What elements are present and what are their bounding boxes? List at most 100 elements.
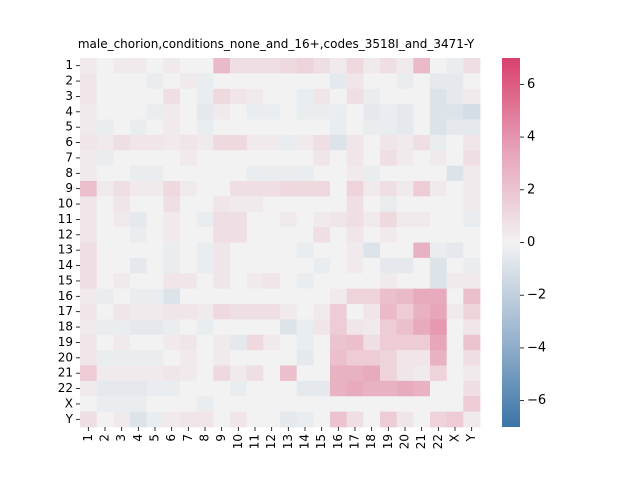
heatmap-cell — [113, 304, 131, 320]
heatmap-cell — [113, 227, 131, 243]
heatmap-cell — [313, 211, 331, 228]
heatmap-cell — [296, 365, 314, 382]
heatmap-cell — [396, 150, 414, 167]
heatmap-cell — [363, 134, 381, 151]
heatmap-cell — [80, 73, 98, 90]
heatmap-cell — [163, 196, 181, 213]
heatmap-cell — [330, 365, 348, 382]
heatmap-cell — [263, 181, 281, 197]
heatmap-cell — [446, 181, 464, 197]
heatmap-cell — [413, 165, 431, 182]
heatmap-cell — [430, 211, 448, 228]
heatmap-cell — [263, 104, 281, 120]
heatmap-cell — [346, 134, 364, 151]
heatmap-cell — [246, 104, 264, 120]
heatmap-cell — [263, 396, 281, 413]
heatmap-cell — [396, 227, 414, 243]
heatmap-cell — [413, 288, 431, 305]
heatmap-cell — [146, 88, 164, 105]
heatmap-cell — [96, 334, 114, 351]
heatmap-cell — [230, 88, 248, 105]
heatmap-cell — [446, 365, 464, 382]
heatmap-cell — [163, 350, 181, 366]
heatmap-cell — [80, 380, 98, 397]
heatmap-cell — [280, 273, 298, 290]
heatmap-cell — [246, 319, 264, 336]
heatmap-cell — [380, 196, 398, 213]
heatmap-cell — [396, 304, 414, 320]
heatmap-cell — [296, 288, 314, 305]
heatmap-cell — [180, 165, 198, 182]
heatmap-cell — [446, 380, 464, 397]
heatmap-cell — [246, 134, 264, 151]
heatmap-cell — [446, 119, 464, 136]
heatmap-cell — [330, 181, 348, 197]
heatmap-cell — [396, 211, 414, 228]
heatmap-cell — [363, 119, 381, 136]
heatmap-cell — [163, 211, 181, 228]
heatmap-cell — [230, 334, 248, 351]
heatmap-cell — [230, 319, 248, 336]
heatmap-cell — [330, 242, 348, 259]
heatmap-cell — [280, 242, 298, 259]
heatmap-cell — [213, 273, 231, 290]
heatmap-cell — [330, 196, 348, 213]
heatmap-cell — [313, 88, 331, 105]
heatmap-cell — [396, 134, 414, 151]
heatmap-cell — [430, 119, 448, 136]
heatmap-cell — [246, 273, 264, 290]
heatmap-cell — [246, 119, 264, 136]
heatmap-cell — [146, 288, 164, 305]
heatmap-cell — [246, 257, 264, 274]
heatmap-cell — [280, 134, 298, 151]
x-axis-ticks: 1 2 3 4 5 6 7 8 9 10 11 12 13 14 15 16 17 18 19 20 21 22 X Y — [81, 427, 478, 449]
heatmap-cell — [80, 365, 98, 382]
heatmap-cell — [296, 319, 314, 336]
heatmap-cell — [113, 257, 131, 274]
heatmap-cell — [146, 73, 164, 90]
heatmap-cell — [396, 319, 414, 336]
heatmap-cell — [463, 119, 481, 136]
heatmap-cell — [363, 365, 381, 382]
heatmap-cell — [463, 58, 481, 74]
y-tick-label: 5 — [65, 120, 73, 134]
heatmap-cell — [196, 165, 214, 182]
heatmap-cell — [96, 88, 114, 105]
heatmap-cell — [413, 196, 431, 213]
heatmap-cell — [246, 196, 264, 213]
heatmap-cell — [396, 73, 414, 90]
heatmap-cell — [196, 134, 214, 151]
heatmap-cell — [96, 58, 114, 74]
heatmap-cell — [280, 104, 298, 120]
heatmap-cell — [296, 411, 314, 428]
heatmap-cell — [296, 88, 314, 105]
heatmap-cell — [363, 257, 381, 274]
heatmap-cell — [380, 134, 398, 151]
heatmap-cell — [380, 150, 398, 167]
heatmap-cell — [196, 350, 214, 366]
heatmap-cell — [463, 411, 481, 428]
heatmap-cell — [396, 119, 414, 136]
heatmap-cell — [80, 150, 98, 167]
heatmap-cell — [113, 365, 131, 382]
heatmap-cell — [363, 73, 381, 90]
heatmap-cell — [380, 73, 398, 90]
heatmap-cell — [230, 134, 248, 151]
heatmap-cell — [180, 181, 198, 197]
heatmap-cell — [80, 165, 98, 182]
y-tick-label: Y — [65, 412, 74, 426]
heatmap-cell — [446, 134, 464, 151]
heatmap-cell — [130, 134, 148, 151]
heatmap-cell — [363, 227, 381, 243]
heatmap-cell — [180, 411, 198, 428]
heatmap-cell — [230, 396, 248, 413]
heatmap-cell — [113, 380, 131, 397]
heatmap-cell — [163, 181, 181, 197]
heatmap-cell — [180, 396, 198, 413]
colorbar-tick-label: −4 — [527, 340, 546, 355]
heatmap-cell — [430, 88, 448, 105]
heatmap-cell — [446, 411, 464, 428]
heatmap-cell — [396, 365, 414, 382]
heatmap-cell — [446, 73, 464, 90]
heatmap-cell — [130, 350, 148, 366]
